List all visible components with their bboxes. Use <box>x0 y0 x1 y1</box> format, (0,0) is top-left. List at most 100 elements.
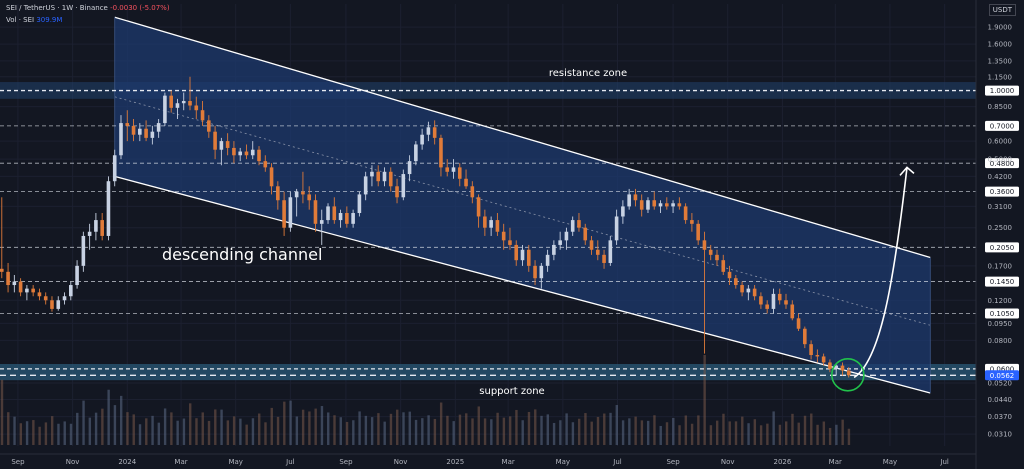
y-tick-label: 0.1200 <box>988 297 1013 305</box>
volume-bar <box>803 415 807 445</box>
level-label-box <box>985 370 1019 381</box>
candle-body <box>514 244 519 261</box>
candle-body <box>683 206 688 221</box>
level-label-box <box>985 120 1019 131</box>
y-tick-label: 0.3100 <box>988 203 1013 211</box>
volume-bar <box>427 415 430 445</box>
volume-bar <box>439 402 443 445</box>
volume-bar <box>797 422 800 445</box>
volume-bar <box>665 422 669 445</box>
candle-body <box>232 147 236 156</box>
volume-bar <box>446 415 449 445</box>
volume-bar <box>690 423 694 445</box>
support-zone <box>0 364 976 381</box>
x-tick-label: May <box>228 458 242 466</box>
x-tick-label: Sep <box>339 458 353 466</box>
candle-body <box>6 271 10 286</box>
candle-body <box>734 278 738 286</box>
volume-bar <box>364 415 368 445</box>
support-zone-label: support zone <box>479 386 544 397</box>
x-tick-label: Mar <box>829 458 842 466</box>
candle-body <box>119 123 123 156</box>
currency-button[interactable]: USDT <box>988 4 1016 16</box>
candle-body <box>106 181 111 236</box>
volume-bar <box>552 422 556 445</box>
volume-bar <box>452 421 455 445</box>
channel-upper-line <box>114 16 931 259</box>
candle-body <box>200 110 205 121</box>
candle-body <box>545 254 550 266</box>
volume-bar <box>345 421 349 445</box>
candle-body <box>696 223 700 241</box>
volume-bar <box>828 427 832 445</box>
volume-bar <box>38 426 41 445</box>
candle-body <box>595 249 600 255</box>
candle-body <box>276 186 280 201</box>
volume-bar <box>841 419 844 445</box>
candle-body <box>658 203 663 207</box>
volume-bar <box>584 413 587 445</box>
candle-body <box>370 171 374 177</box>
volume-bar <box>741 416 744 445</box>
x-tick-label: Nov <box>394 458 408 466</box>
candle-body <box>533 265 537 279</box>
x-tick-label: Mar <box>174 458 187 466</box>
candle-body <box>552 244 556 255</box>
volume-bar <box>151 415 154 445</box>
candle-body <box>144 128 148 138</box>
y-tick-label: 0.0520 <box>988 379 1013 387</box>
volume-bar <box>327 412 330 445</box>
candle-body <box>815 355 820 357</box>
volume-bar <box>722 413 725 445</box>
y-tick-label: 0.0440 <box>988 396 1013 404</box>
candle-body <box>840 365 845 371</box>
volume-bar <box>684 415 688 445</box>
y-tick-label: 1.6000 <box>988 41 1013 49</box>
volume-bar <box>82 400 85 445</box>
candle-body <box>307 194 312 201</box>
candle-body <box>721 260 726 272</box>
candle-body <box>652 200 657 207</box>
candle-body <box>332 206 337 221</box>
candle-body <box>238 151 242 156</box>
level-label: 0.0562 <box>990 372 1015 380</box>
candle-body <box>803 328 807 345</box>
volume-bar <box>220 409 223 445</box>
volume-bar <box>672 417 675 445</box>
candle-body <box>420 134 424 145</box>
candle-body <box>564 231 569 241</box>
level-label: 1.0000 <box>990 87 1015 95</box>
volume-bar <box>421 418 424 445</box>
candle-body <box>244 151 249 156</box>
volume-bar <box>471 418 474 445</box>
candle-body <box>451 167 456 172</box>
volume-bar <box>791 413 794 445</box>
symbol-header[interactable]: SEI / TetherUS · 1W · Binance -0.0030 (-… <box>6 4 170 12</box>
candle-body <box>483 216 487 228</box>
candle-body <box>351 213 355 224</box>
volume-header[interactable]: Vol · SEI 309.9M <box>6 16 62 24</box>
volume-bar <box>283 401 286 445</box>
candle-body <box>313 200 318 224</box>
volume-bar <box>477 406 480 445</box>
y-tick-label: 0.0800 <box>988 337 1013 345</box>
y-tick-label: 0.6000 <box>988 138 1013 146</box>
x-tick-label: 2025 <box>446 458 464 466</box>
candle-body <box>319 220 324 224</box>
volume-bar <box>772 411 775 445</box>
candle-body <box>759 296 763 305</box>
candle-body <box>294 191 299 198</box>
volume-bar <box>88 417 92 445</box>
candle-body <box>539 265 544 279</box>
candle-body <box>37 292 42 297</box>
volume-bar <box>107 389 110 445</box>
volume-bar <box>847 428 851 445</box>
volume-bar <box>546 414 549 445</box>
candle-body <box>708 249 713 255</box>
candle-body <box>784 300 788 305</box>
volume-bar <box>621 420 625 445</box>
volume-bar <box>571 422 575 445</box>
volume-bar <box>239 418 242 445</box>
volume-bar <box>189 403 192 445</box>
